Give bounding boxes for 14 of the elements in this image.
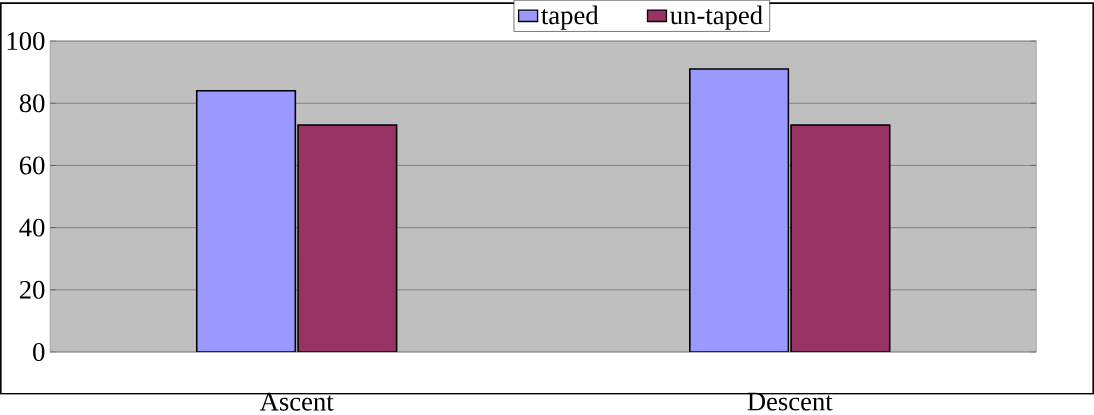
bar	[195, 89, 297, 352]
y-tick-label: 80	[19, 94, 45, 113]
bar	[689, 68, 790, 352]
y-tick-label: 0	[33, 343, 45, 361]
x-tick-label: Descent	[747, 392, 833, 411]
y-tick-label: 60	[19, 156, 45, 175]
bar	[297, 124, 398, 352]
x-tick-label: Ascent	[259, 392, 334, 411]
y-tick-label: 20	[19, 280, 45, 299]
y-tick-label: 40	[19, 218, 45, 237]
legend-label: un-taped	[670, 5, 763, 30]
bar	[790, 124, 891, 352]
legend-label: taped	[541, 5, 599, 30]
y-tick-label: 100	[7, 31, 45, 50]
